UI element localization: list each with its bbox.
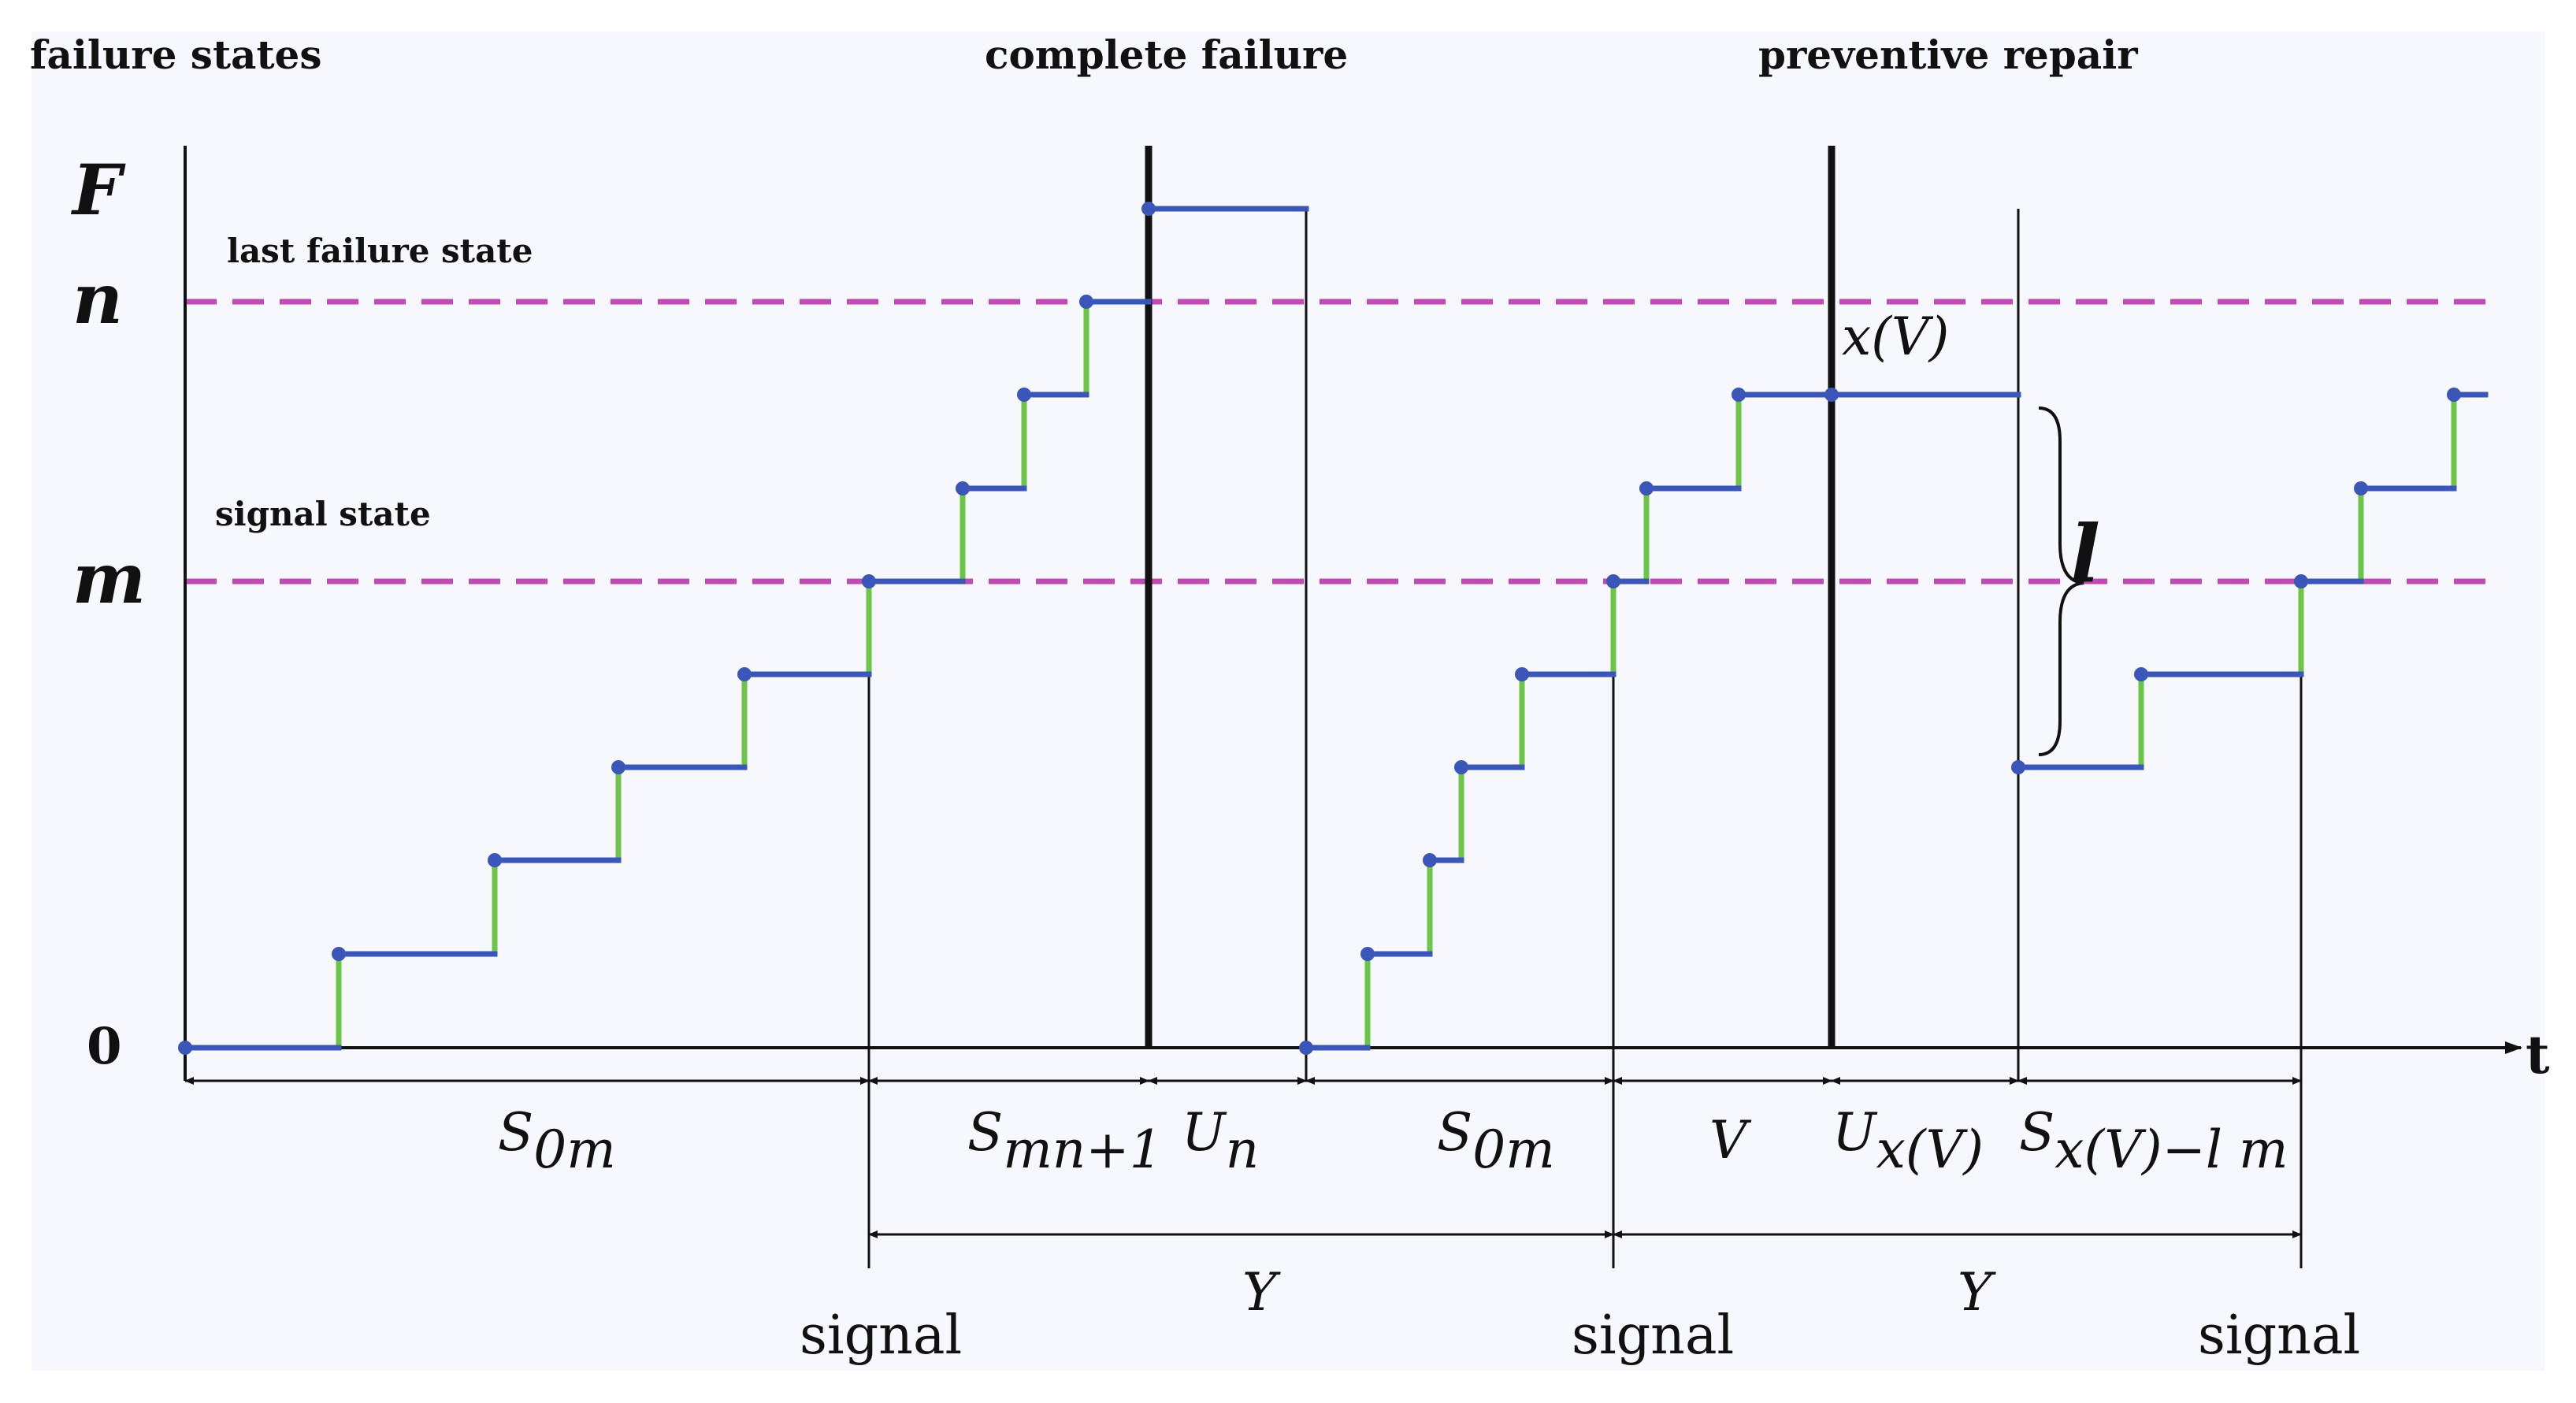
- axis-label-f: F: [70, 149, 126, 231]
- last-failure-state-label: last failure state: [227, 232, 533, 270]
- axis-label-n: n: [72, 258, 123, 340]
- point-c2-4: [1515, 667, 1529, 681]
- degradation-trajectory: [182, 206, 2489, 1051]
- interval-label-smn1: Smn+1: [967, 1102, 1163, 1180]
- point-c3-6: [2354, 481, 2368, 496]
- point-c2-5: [1606, 574, 1620, 588]
- signal-label-1: signal: [800, 1305, 962, 1367]
- point-c1-7: [1017, 388, 1031, 402]
- point-c1-8: [1079, 295, 1093, 309]
- point-c1-6: [956, 481, 970, 496]
- point-c1-4: [737, 667, 752, 681]
- point-c3-3: [2011, 760, 2025, 774]
- diagram-panel: [32, 32, 2544, 1371]
- point-c1-3: [611, 760, 625, 774]
- interval-label-uxv: Ux(V): [1832, 1102, 1984, 1180]
- point-c2-7: [1732, 388, 1746, 402]
- x-of-v-label: x(V): [1842, 306, 1949, 367]
- point-x-of-v: [1824, 388, 1839, 402]
- interval-label-un: Un: [1182, 1102, 1259, 1180]
- interval-label-s0m-2: S0m: [1437, 1102, 1555, 1180]
- jump-size-brace: [2038, 406, 2084, 756]
- signal-state-label: signal state: [215, 495, 431, 533]
- jump-size-label: l: [2070, 507, 2100, 600]
- point-c1-2: [488, 853, 502, 867]
- header-preventive-repair: preventive repair: [1758, 32, 2138, 78]
- point-c3-4: [2134, 667, 2148, 681]
- axis-label-zero: 0: [87, 1017, 122, 1076]
- header-complete-failure: complete failure: [985, 32, 1348, 78]
- interval-label-sxvlm: Sx(V)−l m: [2019, 1102, 2288, 1180]
- point-c1-0: [178, 1041, 192, 1055]
- cycle-label-y-2: Y: [1958, 1262, 1996, 1323]
- point-c2-3: [1454, 760, 1468, 774]
- point-failure-f: [1141, 202, 1156, 216]
- cycle-label-y-1: Y: [1242, 1262, 1281, 1323]
- interval-label-v: V: [1709, 1110, 1752, 1171]
- point-c3-5: [2294, 574, 2308, 588]
- signal-label-2: signal: [1572, 1305, 1734, 1367]
- point-c3-7: [2447, 388, 2461, 402]
- state-points: [178, 202, 2461, 1055]
- axis-label-m: m: [72, 537, 146, 619]
- signal-label-3: signal: [2198, 1305, 2360, 1367]
- interval-label-s0m-1: S0m: [498, 1102, 616, 1180]
- point-c1-1: [332, 947, 346, 961]
- point-c2-6: [1639, 481, 1654, 496]
- point-c2-1: [1360, 947, 1375, 961]
- axis-label-t: t: [2526, 1024, 2550, 1086]
- point-c1-5: [862, 574, 876, 588]
- interval-arrows: [184, 1077, 2302, 1238]
- point-c2-0: [1299, 1041, 1313, 1055]
- header-failure-states: failure states: [30, 32, 322, 78]
- point-c2-2: [1423, 853, 1437, 867]
